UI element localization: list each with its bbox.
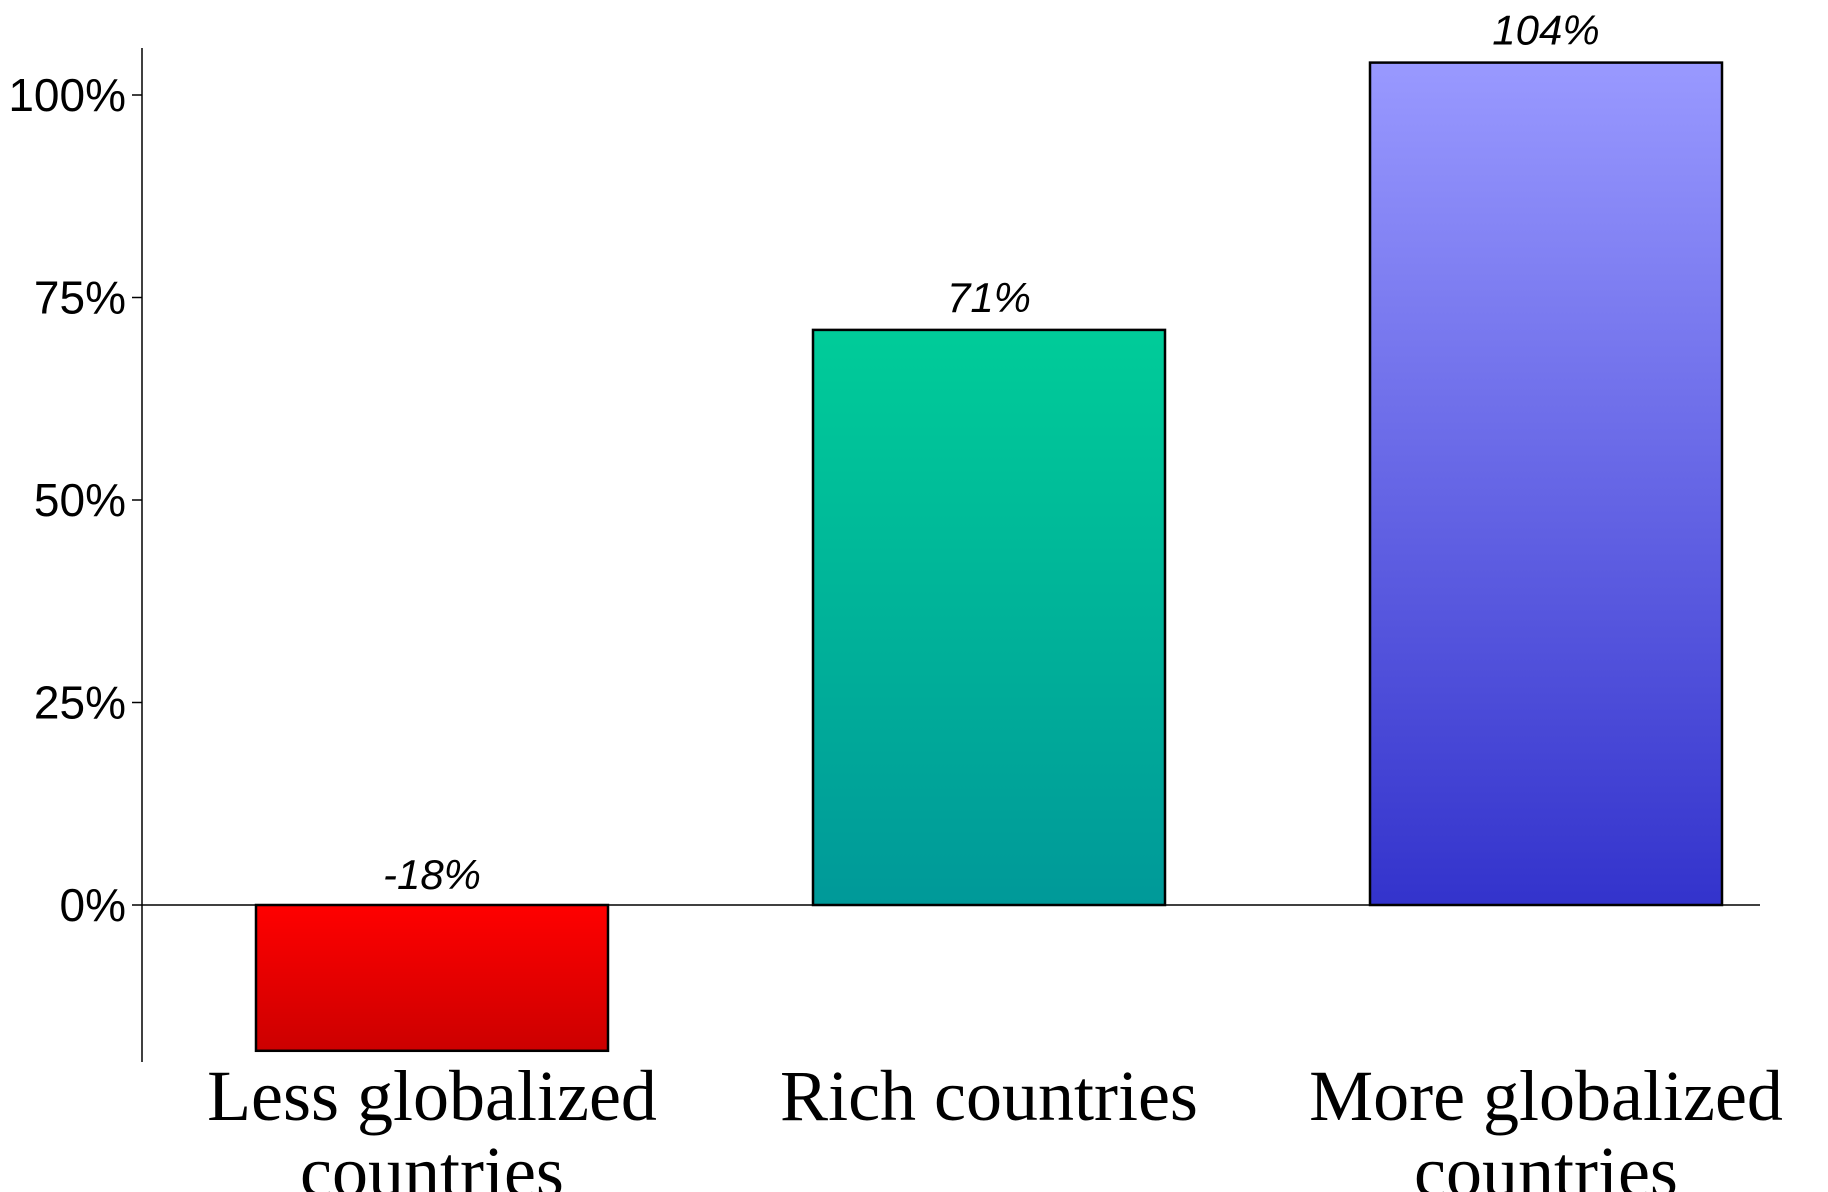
y-tick-label: 100% [8,69,126,121]
data-label-2: 104% [1492,7,1599,54]
category-label-0-line-1: countries [300,1132,564,1192]
y-tick-label: 0% [60,879,126,931]
y-tick-label: 50% [34,474,126,526]
category-label-2-line-1: countries [1414,1132,1678,1192]
data-labels: -18% 71% 104% [383,7,1600,898]
bar-2 [1368,61,1724,907]
y-ticks: 0% 25% 50% 75% 100% [8,69,142,931]
bar-1 [811,328,1167,907]
bars-layer [254,61,1724,1053]
data-label-1: 71% [947,274,1031,321]
data-label-0: -18% [383,851,481,898]
category-label-2-line-0: More globalized [1309,1056,1783,1136]
category-label-0-line-0: Less globalized [207,1056,657,1136]
bar-0 [254,903,610,1053]
y-tick-label: 75% [34,272,126,324]
y-tick-label: 25% [34,677,126,729]
category-label-1-line-0: Rich countries [780,1056,1198,1136]
